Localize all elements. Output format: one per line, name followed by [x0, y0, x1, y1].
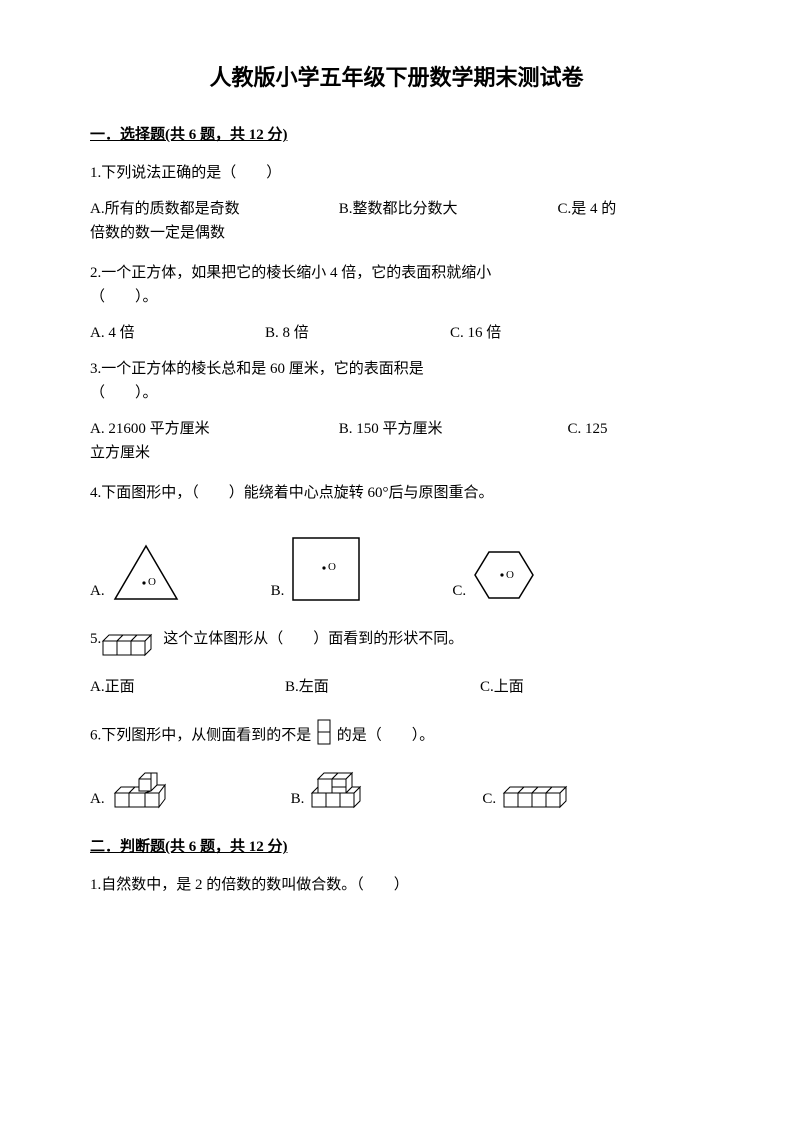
section1-header: 一．选择题(共 6 题，共 12 分) — [90, 123, 703, 147]
q6-c-label: C. — [482, 787, 496, 811]
q4-opt-b: B. O — [271, 535, 363, 603]
q4-b-label: B. — [271, 579, 285, 603]
q5-options: A.正面 B.左面 C.上面 — [90, 675, 703, 699]
q2-opt-b: B. 8 倍 — [265, 321, 450, 345]
page-title: 人教版小学五年级下册数学期末测试卷 — [90, 60, 703, 95]
q6-figures: A. B. — [90, 771, 703, 811]
q6-opt-b: B. — [291, 771, 373, 811]
q6-b-label: B. — [291, 787, 305, 811]
q5-fig-wrap — [101, 629, 157, 659]
q3-options: A. 21600 平方厘米 B. 150 平方厘米 C. 125 — [90, 417, 703, 441]
q5-row: 5. 这个立体图形从（ ）面看到的形状不同。 — [90, 627, 703, 659]
q6-opt-a: A. — [90, 771, 181, 811]
square-icon: O — [290, 535, 362, 603]
q2-options: A. 4 倍 B. 8 倍 C. 16 倍 — [90, 321, 703, 345]
q4-text: 4.下面图形中，（ ）能绕着中心点旋转 60°后与原图重合。 — [90, 481, 703, 505]
hexagon-icon: O — [472, 547, 536, 603]
q6-opt-c: C. — [482, 783, 578, 811]
q1-opt-c-suffix: 倍数的数一定是偶数 — [90, 221, 703, 245]
q6-a-label: A. — [90, 787, 105, 811]
q5-prefix: 5. — [90, 627, 101, 651]
q2-text1: 2.一个正方体，如果把它的棱长缩小 4 倍，它的表面积就缩小 — [90, 261, 703, 285]
s2-q1-text: 1.自然数中，是 2 的倍数的数叫做合数。（ ） — [90, 873, 703, 897]
q1-text: 1.下列说法正确的是（ ） — [90, 161, 703, 185]
q5-opt-b: B.左面 — [285, 675, 480, 699]
q6-target-fig — [317, 719, 331, 753]
q3-opt-c-prefix: C. 125 — [568, 421, 608, 437]
q3-opt-a: A. 21600 平方厘米 — [90, 417, 335, 441]
section2-header: 二．判断题(共 6 题，共 12 分) — [90, 835, 703, 859]
svg-text:O: O — [506, 569, 514, 581]
q5-opt-a: A.正面 — [90, 675, 285, 699]
q6-suffix: 的是（ ）。 — [337, 728, 435, 744]
q1-opt-b: B.整数都比分数大 — [339, 197, 554, 221]
q6-prefix: 6.下列图形中，从侧面看到的不是 — [90, 728, 311, 744]
q6-text: 6.下列图形中，从侧面看到的不是 的是（ ）。 — [90, 719, 703, 753]
triangle-icon: O — [111, 543, 181, 603]
cubes-c-icon — [502, 783, 578, 811]
cubes-a-icon — [111, 771, 181, 811]
q3-text2: （ ）。 — [90, 381, 703, 405]
svg-text:O: O — [328, 561, 336, 573]
question-5: 5. 这个立体图形从（ ）面看到的形状不同。 A.正面 B.左面 C.上面 — [90, 627, 703, 699]
q5-opt-c: C.上面 — [480, 675, 524, 699]
q5-mid: 这个立体图形从（ ）面看到的形状不同。 — [163, 627, 463, 651]
q1-opt-a: A.所有的质数都是奇数 — [90, 197, 335, 221]
question-2: 2.一个正方体，如果把它的棱长缩小 4 倍，它的表面积就缩小 （ ）。 A. 4… — [90, 261, 703, 345]
q4-c-label: C. — [452, 579, 466, 603]
cubes-b-icon — [310, 771, 372, 811]
cubes-3d-icon — [101, 629, 157, 659]
question-6: 6.下列图形中，从侧面看到的不是 的是（ ）。 A. — [90, 719, 703, 811]
q2-opt-a: A. 4 倍 — [90, 321, 265, 345]
q4-a-label: A. — [90, 579, 105, 603]
q2-text2: （ ）。 — [90, 285, 703, 309]
s2-question-1: 1.自然数中，是 2 的倍数的数叫做合数。（ ） — [90, 873, 703, 897]
q3-opt-c-suffix: 立方厘米 — [90, 441, 703, 465]
q4-opt-c: C. O — [452, 547, 536, 603]
q2-opt-c: C. 16 倍 — [450, 321, 501, 345]
two-squares-vertical-icon — [317, 719, 331, 745]
q3-text1: 3.一个正方体的棱长总和是 60 厘米，它的表面积是 — [90, 357, 703, 381]
svg-text:O: O — [148, 576, 156, 588]
q4-figures: A. O B. O C. O — [90, 535, 703, 603]
q1-options: A.所有的质数都是奇数 B.整数都比分数大 C.是 4 的 — [90, 197, 703, 221]
question-4: 4.下面图形中，（ ）能绕着中心点旋转 60°后与原图重合。 A. O B. O… — [90, 481, 703, 603]
question-1: 1.下列说法正确的是（ ） A.所有的质数都是奇数 B.整数都比分数大 C.是 … — [90, 161, 703, 245]
q4-opt-a: A. O — [90, 543, 181, 603]
q1-opt-c-prefix: C.是 4 的 — [558, 201, 617, 217]
q3-opt-b: B. 150 平方厘米 — [339, 417, 564, 441]
question-3: 3.一个正方体的棱长总和是 60 厘米，它的表面积是 （ ）。 A. 21600… — [90, 357, 703, 465]
